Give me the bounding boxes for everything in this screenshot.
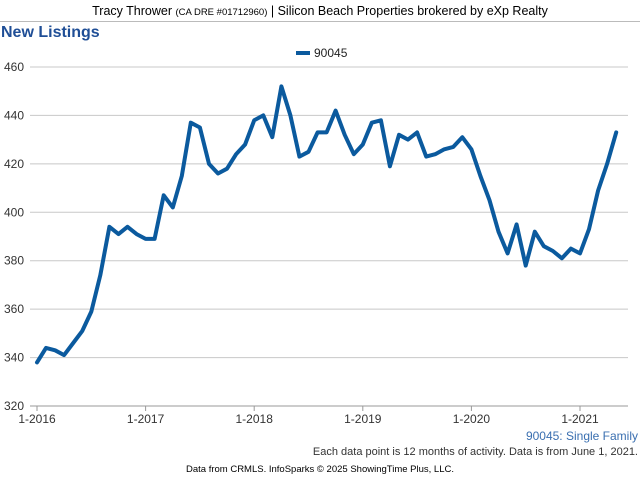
y-tick-label: 420 — [4, 157, 24, 171]
chart-title: New Listings — [1, 24, 100, 41]
data-point — [325, 131, 328, 134]
data-point — [542, 245, 545, 248]
x-tick-label: 1-2020 — [453, 412, 491, 426]
data-point — [425, 155, 428, 158]
data-point — [99, 274, 102, 277]
y-tick-label: 440 — [4, 108, 24, 122]
data-point — [235, 153, 238, 156]
data-point — [334, 109, 337, 112]
data-point — [81, 329, 84, 332]
data-point — [533, 230, 536, 233]
legend-label: 90045 — [314, 46, 348, 60]
data-point — [615, 131, 618, 134]
data-point — [117, 233, 120, 236]
data-point — [588, 228, 590, 231]
data-point — [271, 136, 274, 139]
x-tick-label: 1-2018 — [236, 412, 274, 426]
y-tick-label: 400 — [4, 205, 24, 219]
data-point — [244, 143, 247, 146]
data-point — [316, 131, 319, 134]
data-point — [108, 225, 111, 228]
data-point — [36, 361, 38, 364]
data-point — [488, 199, 491, 202]
data-point — [162, 194, 165, 197]
axes — [30, 405, 628, 411]
data-point — [280, 85, 283, 88]
grid-lines — [30, 66, 628, 359]
data-point — [45, 346, 47, 349]
data-point — [262, 114, 265, 117]
tick-labels: 320 340 360 380 400 420 440 460 1-2016 1-2017 1-20… — [4, 60, 599, 426]
data-point — [198, 126, 201, 129]
data-point — [597, 189, 600, 192]
data-point — [352, 153, 355, 156]
data-point — [470, 148, 473, 151]
data-point — [72, 342, 75, 344]
data-point — [253, 119, 256, 122]
x-tick-label: 1-2021 — [561, 412, 599, 426]
data-point — [126, 225, 129, 228]
data-point — [189, 121, 192, 124]
data-point — [434, 153, 437, 156]
data-point — [461, 136, 464, 139]
header-bar: Tracy Thrower (CA DRE #01712960) | Silic… — [0, 0, 640, 22]
data-point — [135, 233, 138, 236]
data-point — [569, 247, 572, 250]
data-point — [289, 114, 292, 117]
data-point — [407, 138, 409, 141]
data-point — [452, 145, 455, 148]
series-description: 90045: Single Family — [525, 429, 638, 443]
y-tick-label: 380 — [4, 254, 24, 268]
footer-credit: Data from CRMLS. InfoSparks © 2025 Showi… — [185, 464, 454, 475]
x-tick-label: 1-2019 — [344, 412, 382, 426]
data-point — [54, 349, 57, 352]
data-point — [171, 206, 174, 209]
data-point — [398, 133, 400, 136]
agent-license: (CA DRE #01712960) — [175, 7, 268, 18]
data-point — [307, 150, 310, 153]
brokerage-name: | Silicon Beach Properties brokered by e… — [270, 4, 548, 18]
y-tick-label: 340 — [4, 351, 24, 365]
data-point — [226, 167, 228, 170]
data-point — [443, 148, 446, 151]
x-tick-label: 1-2016 — [18, 412, 56, 426]
data-point — [606, 162, 609, 165]
data-point — [370, 121, 373, 124]
data-point — [361, 143, 364, 146]
data-point — [217, 172, 219, 175]
data-point — [144, 237, 147, 240]
data-point — [579, 252, 581, 255]
data-point — [90, 310, 93, 313]
data-point — [416, 131, 419, 134]
data-point — [551, 250, 554, 252]
data-point — [524, 264, 527, 267]
data-point — [506, 252, 509, 255]
data-point — [63, 354, 66, 357]
agent-name: Tracy Thrower — [92, 4, 172, 18]
data-point — [298, 155, 301, 158]
y-tick-label: 320 — [4, 399, 24, 413]
data-point — [515, 223, 518, 226]
y-tick-label: 360 — [4, 302, 24, 316]
data-point — [343, 133, 346, 136]
y-tick-label: 460 — [4, 60, 24, 74]
data-point — [479, 175, 482, 177]
legend[interactable]: 90045 — [296, 46, 347, 60]
data-point — [388, 165, 391, 168]
data-note: Each data point is 12 months of activity… — [312, 446, 638, 458]
series-layer — [35, 84, 619, 365]
data-point — [379, 119, 382, 122]
x-tick-label: 1-2017 — [127, 412, 165, 426]
data-point — [497, 230, 500, 233]
data-point — [153, 237, 156, 240]
data-point — [560, 257, 563, 260]
data-point — [180, 175, 183, 177]
legend-swatch — [296, 51, 310, 55]
series-line-90045 — [35, 84, 619, 365]
data-point — [208, 162, 210, 165]
